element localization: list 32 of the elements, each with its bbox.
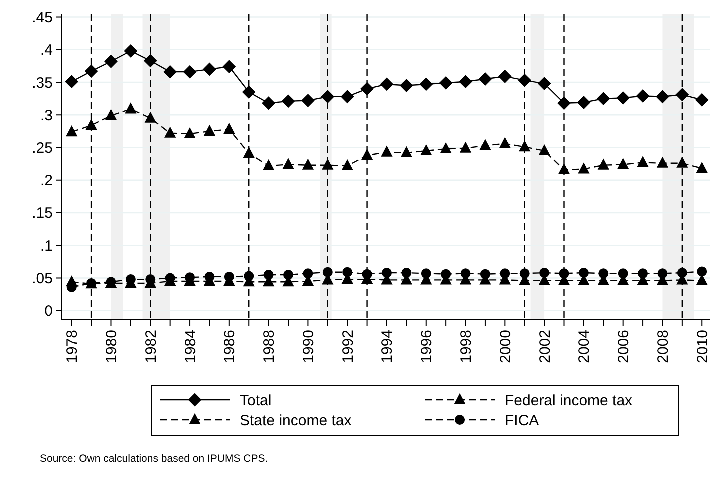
x-tick-label: 1994 (379, 330, 396, 364)
x-tick-label: 2002 (536, 330, 554, 364)
y-tick-label: .35 (32, 74, 53, 92)
legend-label: Total (240, 392, 272, 410)
x-tick-label: 1996 (418, 330, 436, 364)
legend-label: State income tax (240, 412, 352, 430)
x-tick-label: 2008 (654, 330, 672, 364)
x-tick-label: 1986 (222, 330, 239, 364)
x-tick-label: 1998 (458, 330, 476, 364)
x-tick-label: 2004 (576, 330, 594, 364)
x-tick-label: 1982 (142, 330, 160, 364)
y-tick-label: .2 (40, 172, 53, 190)
y-tick-label: .05 (32, 270, 53, 288)
y-tick-label: .25 (32, 140, 53, 158)
x-tick-label: 1978 (64, 330, 82, 364)
x-tick-label: 2000 (497, 330, 514, 364)
source-note: Source: Own calculations based on IPUMS CPS. (40, 453, 268, 465)
y-tick-label: .15 (32, 205, 53, 222)
x-tick-label: 1992 (340, 330, 357, 364)
y-tick-label: 0 (44, 303, 53, 320)
x-tick-label: 2010 (694, 330, 712, 364)
y-tick-label: .4 (40, 42, 53, 60)
y-tick-label: .3 (40, 107, 53, 124)
legend-label: FICA (505, 412, 540, 430)
x-tick-label: 1990 (300, 330, 318, 364)
y-tick-label: .45 (32, 10, 53, 27)
y-tick-label: .1 (40, 238, 53, 255)
x-tick-label: 1988 (261, 330, 278, 364)
legend-label: Federal income tax (505, 392, 634, 410)
x-tick-label: 1984 (182, 330, 200, 364)
x-tick-label: 1980 (103, 330, 120, 364)
x-tick-label: 2006 (616, 330, 633, 364)
